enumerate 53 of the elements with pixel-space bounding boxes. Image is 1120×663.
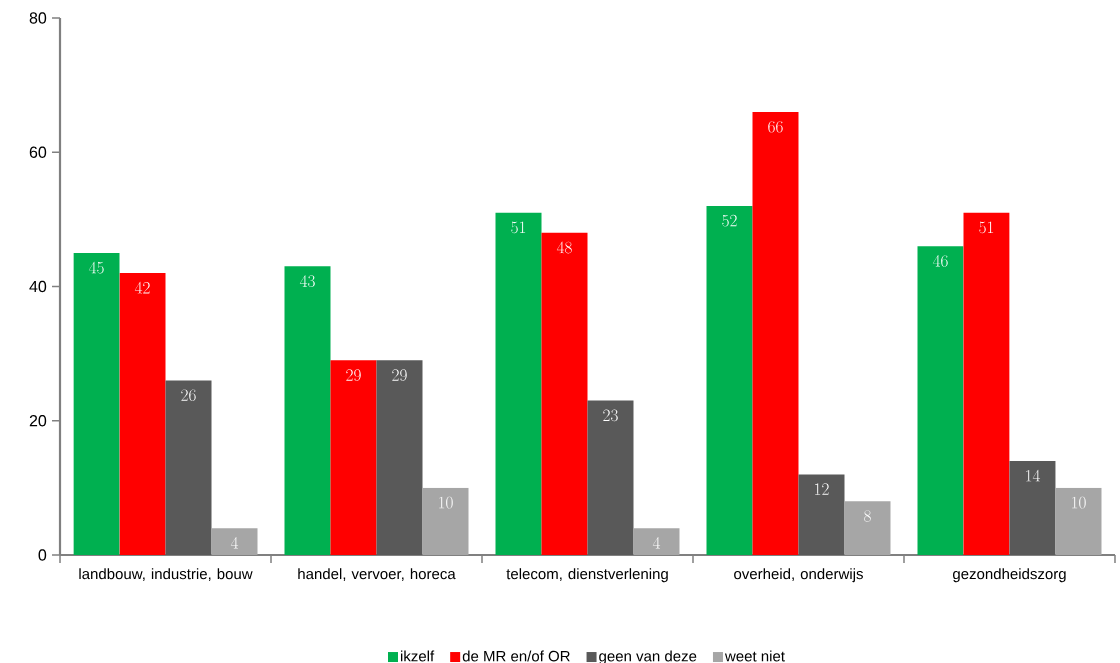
x-tick-label: telecom, dienstverlening bbox=[506, 568, 668, 583]
data-label: 4 bbox=[652, 536, 661, 549]
bar bbox=[917, 246, 964, 555]
x-tick-label: landbouw, industrie, bouw bbox=[79, 568, 253, 581]
data-label: 52 bbox=[722, 214, 737, 227]
legend-label: de MR en/of OR bbox=[462, 650, 570, 662]
bar bbox=[119, 273, 166, 555]
y-tick-label: 60 bbox=[29, 146, 47, 158]
data-label: 51 bbox=[511, 221, 526, 234]
data-label: 23 bbox=[603, 409, 618, 422]
y-tick-label: 20 bbox=[29, 415, 47, 427]
bar bbox=[963, 212, 1010, 555]
data-label: 14 bbox=[1026, 469, 1041, 482]
data-label: 29 bbox=[346, 369, 361, 381]
data-label: 45 bbox=[88, 261, 104, 274]
bar bbox=[330, 360, 377, 555]
data-label: 12 bbox=[815, 483, 829, 495]
x-tick-label: overheid, onderwijs bbox=[734, 568, 863, 583]
bar bbox=[422, 487, 469, 555]
x-tick-label: gezondheidszorg bbox=[953, 568, 1066, 583]
x-tick-label: handel, vervoer, horeca bbox=[298, 568, 456, 581]
bar bbox=[706, 205, 753, 555]
data-label: 51 bbox=[979, 221, 994, 234]
legend-label: ikzelf bbox=[401, 650, 435, 662]
bar bbox=[165, 380, 212, 555]
data-label: 10 bbox=[1072, 496, 1086, 509]
bar bbox=[752, 111, 799, 555]
data-label: 43 bbox=[299, 275, 315, 287]
bar bbox=[587, 400, 634, 555]
data-label: 46 bbox=[932, 254, 948, 267]
bar bbox=[1009, 461, 1056, 555]
y-tick-label: 40 bbox=[29, 280, 47, 293]
y-tick-label: 80 bbox=[29, 12, 47, 24]
data-label: 66 bbox=[768, 120, 783, 133]
legend-label: weet niet bbox=[724, 650, 785, 662]
data-label: 8 bbox=[864, 510, 871, 522]
bar bbox=[633, 528, 680, 555]
bar bbox=[798, 474, 845, 555]
bar bbox=[284, 266, 331, 555]
bar bbox=[376, 360, 423, 555]
data-label: 48 bbox=[556, 241, 572, 254]
bar bbox=[1055, 487, 1102, 555]
data-label: 29 bbox=[392, 369, 407, 381]
y-tick-label: 0 bbox=[38, 549, 47, 561]
data-label: 10 bbox=[439, 496, 453, 509]
bar bbox=[541, 232, 588, 555]
bar bbox=[495, 212, 542, 555]
data-label: 26 bbox=[181, 389, 196, 402]
bar bbox=[844, 501, 891, 555]
data-label: 42 bbox=[134, 281, 150, 294]
bar bbox=[73, 252, 120, 555]
data-label: 4 bbox=[230, 536, 239, 549]
bar bbox=[211, 528, 258, 555]
